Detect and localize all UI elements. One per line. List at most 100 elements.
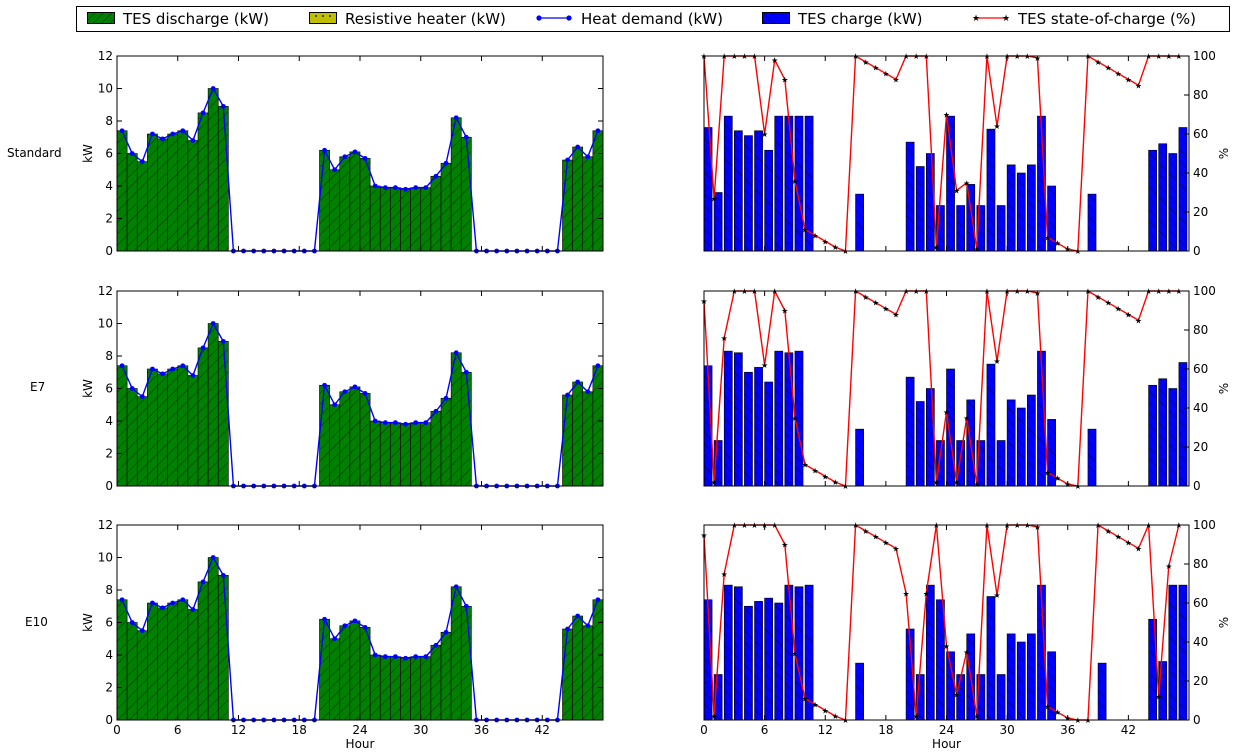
tes-discharge-bar-hatch [582, 625, 593, 720]
soc-line [703, 523, 1180, 722]
left-y-axis-label: kW [81, 144, 95, 163]
soc-point: ★ [963, 648, 970, 657]
right-y-axis-label: % [1217, 383, 1231, 394]
heat-demand-point [382, 420, 388, 426]
left-x-tick-label: 18 [292, 723, 307, 737]
tes-charge-bar-hatch [764, 150, 773, 251]
tes-charge-bar-hatch [754, 367, 763, 486]
tes-charge-bar-hatch [956, 674, 965, 720]
soc-point: ★ [933, 478, 940, 487]
heat-demand-point [342, 389, 348, 395]
heat-demand-point [585, 389, 591, 395]
heat-demand-point [129, 151, 135, 156]
soc-point: ★ [973, 245, 980, 254]
heat-demand-point [443, 629, 449, 635]
tes-charge-bar-hatch [997, 674, 1006, 720]
tes-discharge-bar-hatch [410, 656, 421, 720]
soc-point: ★ [1105, 64, 1112, 73]
right-y-tick-label: 20 [1193, 674, 1208, 688]
tes-discharge-bar-hatch [572, 616, 583, 720]
tes-charge-bar-hatch [784, 352, 793, 486]
tes-charge-bar-hatch [997, 440, 1006, 486]
heat-demand-point [413, 420, 419, 426]
soc-point: ★ [862, 293, 869, 302]
legend-item-resistive-heater: Resistive heater (kW) [309, 7, 506, 31]
tes-discharge-bar-hatch [208, 323, 219, 486]
tes-discharge-bar-hatch [177, 365, 188, 486]
tes-discharge-bar-hatch [420, 656, 431, 720]
tes-discharge-bar-hatch [117, 130, 128, 251]
heat-demand-point [393, 654, 398, 660]
right-y-tick-label: 0 [1193, 479, 1201, 493]
right-y-tick-label: 60 [1193, 596, 1208, 610]
soc-point: ★ [1125, 539, 1132, 548]
heat-demand-point [403, 186, 408, 192]
left-y-tick-label: 0 [105, 713, 113, 727]
left-y-tick-label: 0 [105, 244, 113, 258]
legend-swatch-tes-soc: ★ ★ [972, 10, 1010, 28]
heat-demand-point [129, 620, 135, 625]
tes-discharge-bar-hatch [187, 140, 198, 251]
tes-charge-bar-hatch [744, 135, 753, 251]
tes-charge-bar-hatch [724, 351, 733, 486]
heat-demand-point [352, 149, 358, 155]
soc-point: ★ [832, 478, 839, 487]
tes-discharge-bar-hatch [390, 187, 401, 251]
heat-demand-point [575, 144, 581, 150]
left-y-tick-label: 4 [105, 179, 113, 193]
left-x-tick-label: 12 [231, 723, 246, 737]
heat-demand-point [463, 134, 469, 140]
right-y-tick-label: 80 [1193, 88, 1208, 102]
tes-charge-bar-hatch [1037, 585, 1046, 720]
soc-point: ★ [1115, 70, 1122, 79]
tes-charge-bar-hatch [704, 127, 713, 251]
heat-demand-point [170, 131, 176, 137]
heat-demand-point [575, 613, 581, 619]
tes-charge-bar-hatch [966, 184, 975, 251]
right-x-tick-label: 42 [1121, 723, 1136, 737]
tes-discharge-bar-hatch [380, 656, 391, 720]
heat-demand-point [453, 584, 459, 590]
tes-charge-bar-hatch [976, 205, 985, 251]
soc-line [703, 54, 1179, 253]
tes-discharge-bar-hatch [117, 365, 128, 486]
heat-demand-point [595, 128, 601, 134]
tes-charge-bar-hatch [794, 351, 804, 486]
right-y-tick-label: 80 [1193, 557, 1208, 571]
heat-demand-point [170, 366, 176, 372]
soc-point: ★ [993, 591, 1000, 600]
tes-charge-bar-hatch [754, 130, 763, 251]
left-x-tick-label: 42 [535, 723, 550, 737]
tes-charge-bar-hatch [794, 116, 804, 251]
tes-charge-bar-hatch [1148, 385, 1157, 486]
tes-discharge-bar-hatch [117, 599, 128, 720]
tes-discharge-bar-hatch [451, 586, 462, 720]
heat-demand-point [119, 363, 125, 369]
right-x-tick-label: 24 [939, 723, 954, 737]
tes-discharge-bar-hatch [441, 632, 452, 720]
legend-item-tes-charge: TES charge (kW) [762, 7, 923, 31]
right-panel-standard: ★★ ★ ★ ★★★★★★★★★ ★★★★★★★ ★ ★★★★★★★★★ ★ ★★★★★★★★★… [700, 49, 1231, 258]
tes-discharge-bar-hatch [187, 375, 198, 486]
heat-demand-point [575, 379, 581, 385]
tes-charge-bar-hatch [774, 351, 783, 486]
tes-discharge-bar-hatch [562, 629, 573, 720]
heat-demand-point [595, 363, 601, 369]
tes-charge-bar-hatch [926, 153, 935, 251]
heat-demand-point [433, 408, 439, 414]
heat-demand-point [170, 600, 176, 606]
soc-point: ★ [801, 226, 808, 235]
soc-point: ★ [791, 177, 798, 186]
tes-discharge-bar-hatch [198, 581, 209, 720]
legend-label-tes-soc: TES state-of-charge (%) [1018, 10, 1196, 28]
soc-point: ★ [721, 334, 728, 343]
row-label-e10: E10 [25, 615, 48, 629]
soc-point: ★ [711, 478, 718, 487]
heat-demand-point [332, 636, 338, 642]
heat-demand-point [190, 607, 196, 612]
heat-demand-point [180, 128, 186, 134]
legend-swatch-tes-charge [762, 10, 790, 28]
soc-point: ★ [1115, 305, 1122, 314]
tes-charge-bar-hatch [936, 599, 945, 720]
